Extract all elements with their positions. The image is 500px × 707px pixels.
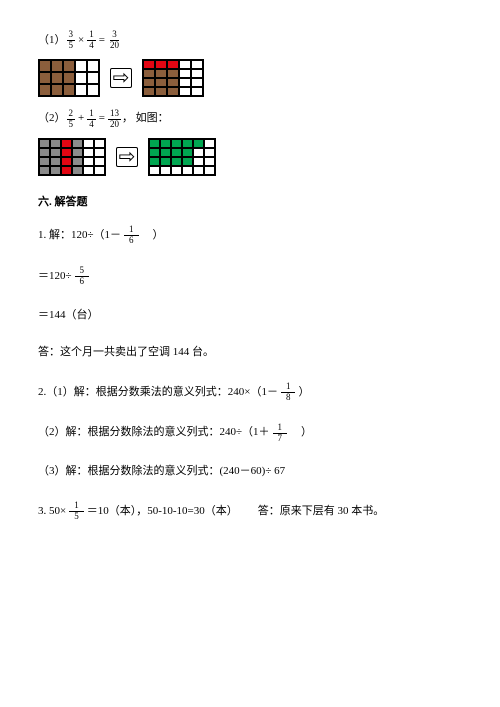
q2-diagrams: ⇨	[38, 138, 470, 176]
p2-l1a: 2.（1）解：根据分数乘法的意义列式：240×（1－	[38, 384, 278, 402]
p2-line2: （2）解：根据分数除法的意义列式：240÷（1＋ 17 ）	[38, 423, 470, 444]
p1-answer: 答：这个月一共卖出了空调 144 台。	[38, 344, 470, 362]
p2-frac1: 18	[281, 382, 296, 403]
arrow-icon: ⇨	[116, 147, 138, 167]
q1-op1: ×	[78, 32, 84, 50]
q1-frac1: 35	[67, 30, 76, 51]
q2-frac3: 1320	[108, 109, 121, 130]
p1-line2-a: ＝120÷	[38, 268, 72, 286]
p3-a: 3. 50×	[38, 503, 66, 521]
q1-frac3: 320	[108, 30, 121, 51]
q1-grid-a	[38, 59, 100, 97]
p2-l2a: （2）解：根据分数除法的意义列式：240÷（1＋	[38, 424, 270, 442]
p1-line1-a: 1. 解：120÷（1－	[38, 227, 121, 245]
p1-line3: ＝144（台）	[38, 307, 470, 325]
q1-label: （1）	[38, 32, 66, 50]
p1-line2: ＝120÷ 56	[38, 266, 470, 287]
section-6-title: 六. 解答题	[38, 194, 470, 212]
p3-b: ＝10（本），50-10-10=30（本）	[87, 503, 238, 521]
q2-grid-a	[38, 138, 106, 176]
q2-suffix: ， 如图：	[122, 110, 169, 128]
q1-equation: （1） 35 × 14 = 320	[38, 30, 470, 51]
q2-eq: =	[99, 110, 105, 128]
p1-line1: 1. 解：120÷（1－ 16 ）	[38, 225, 470, 246]
p2-l1b: ）	[298, 384, 309, 402]
q2-frac2: 14	[87, 109, 96, 130]
q1-frac2: 14	[87, 30, 96, 51]
q2-op1: +	[78, 110, 84, 128]
q2-label: （2）	[38, 110, 66, 128]
p3-frac: 15	[69, 501, 84, 522]
p1-frac2: 56	[75, 266, 90, 287]
p1-frac1: 16	[124, 225, 139, 246]
p2-line3: （3）解：根据分数除法的意义列式：(240－60)÷ 67	[38, 463, 470, 481]
q2-equation: （2） 25 + 14 = 1320 ， 如图：	[38, 109, 470, 130]
p3-line: 3. 50× 15 ＝10（本），50-10-10=30（本） 答：原来下层有 …	[38, 501, 470, 522]
p2-l2b: ）	[290, 424, 312, 442]
arrow-icon: ⇨	[110, 68, 132, 88]
p2-frac2: 17	[273, 423, 288, 444]
p1-line1-b: ）	[142, 227, 164, 245]
q1-grid-b	[142, 59, 204, 97]
q1-eq: =	[99, 32, 105, 50]
p3-ans: 答：原来下层有 30 本书。	[258, 503, 385, 521]
q2-frac1: 25	[67, 109, 76, 130]
p2-line1: 2.（1）解：根据分数乘法的意义列式：240×（1－ 18 ）	[38, 382, 470, 403]
q2-grid-b	[148, 138, 216, 176]
q1-diagrams: ⇨	[38, 59, 470, 97]
